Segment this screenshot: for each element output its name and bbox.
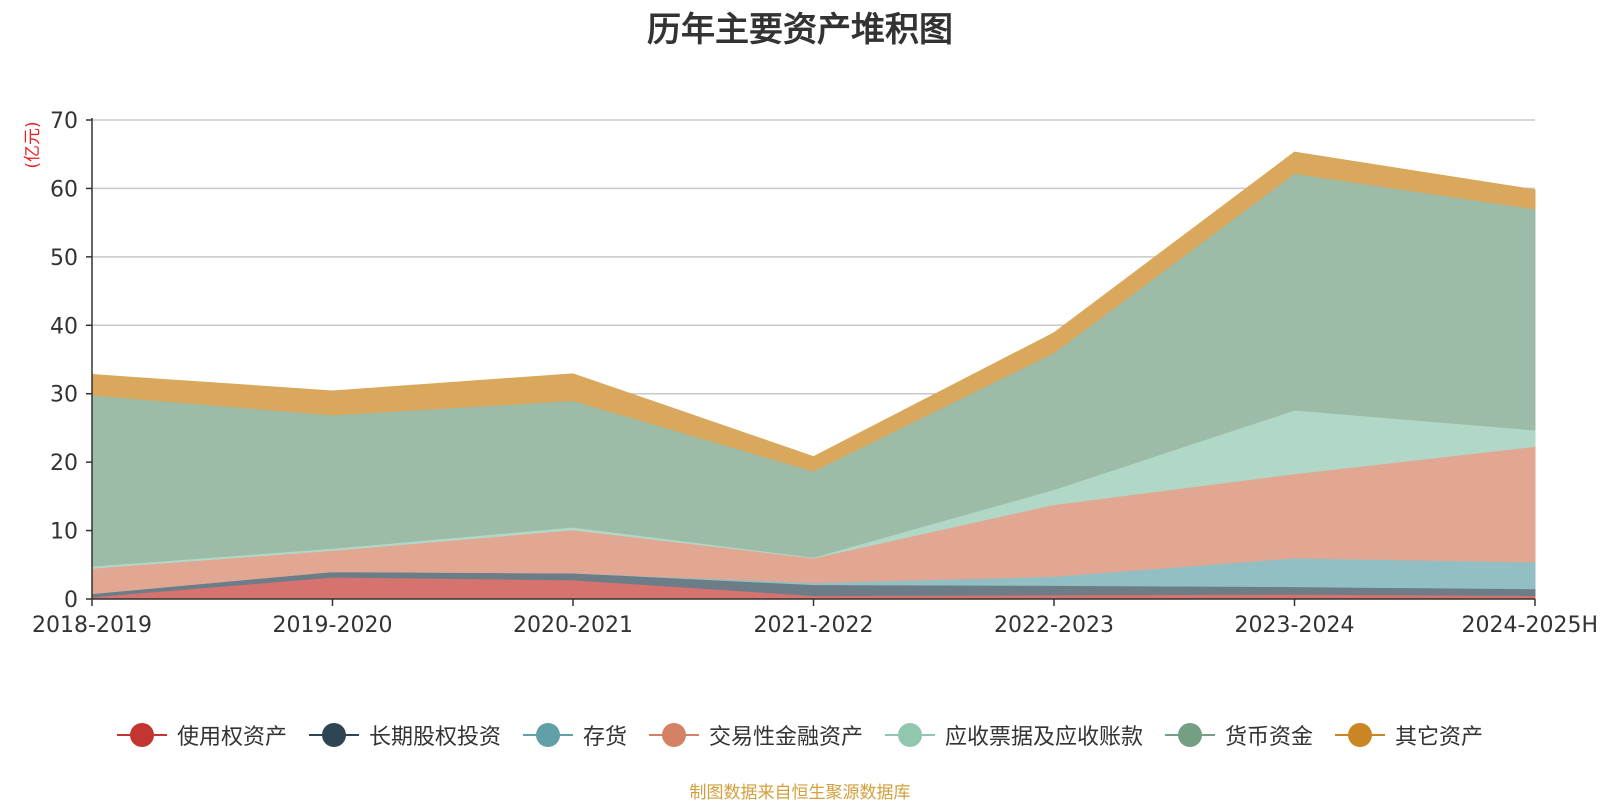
legend-item-6[interactable]: 其它资产 [1335, 719, 1483, 751]
x-tick-label: 2020-2021 [513, 613, 633, 638]
legend-marker-icon [522, 723, 573, 747]
legend-item-5[interactable]: 货币资金 [1165, 719, 1313, 751]
legend-marker-icon [308, 723, 359, 747]
x-tick-label: 2018-2019 [32, 613, 152, 638]
y-tick-label: 40 [50, 314, 78, 339]
legend-marker-icon [1335, 723, 1386, 747]
y-tick-label: 60 [50, 177, 78, 202]
legend-label: 其它资产 [1395, 725, 1484, 750]
legend-marker-icon [885, 723, 935, 747]
legend-label: 货币资金 [1225, 725, 1314, 750]
axes: 0 10 20 30 40 50 60 70 2018-2019 2019-2020 2020-20… [32, 109, 1598, 638]
y-tick-label: 30 [50, 383, 78, 408]
legend-label: 长期股权投资 [368, 725, 501, 750]
stacked-areas [91, 151, 1536, 600]
x-tick-label: 2019-2020 [273, 613, 393, 638]
y-tick-label: 70 [50, 109, 78, 134]
area-series-6 [91, 151, 1536, 472]
y-tick-label: 20 [50, 451, 78, 476]
y-tick-label: 50 [50, 246, 78, 271]
legend-label: 应收票据及应收账款 [945, 725, 1144, 750]
x-tick-label: 2024-2025H [1462, 613, 1598, 638]
legend-item-1[interactable]: 长期股权投资 [308, 719, 501, 751]
legend-label: 使用权资产 [176, 725, 287, 750]
y-axis-unit-label: (亿元) [23, 121, 43, 168]
legend-marker-icon [648, 723, 699, 747]
legend: 使用权资产 长期股权投资 存货 交易性金融资产 应收票据及应收账款 货币资金 其它资产 [0, 718, 1600, 752]
y-tick-label: 0 [64, 588, 78, 613]
source-note: 制图数据来自恒生聚源数据库 [689, 783, 911, 803]
x-tick-label: 2021-2022 [754, 613, 874, 638]
legend-label: 交易性金融资产 [708, 725, 863, 750]
legend-item-0[interactable]: 使用权资产 [116, 719, 287, 751]
legend-item-2[interactable]: 存货 [522, 719, 627, 751]
legend-marker-icon [1165, 723, 1216, 747]
x-tick-label: 2023-2024 [1235, 613, 1355, 638]
y-tick-label: 10 [50, 520, 78, 545]
legend-item-3[interactable]: 交易性金融资产 [648, 719, 863, 751]
legend-item-4[interactable]: 应收票据及应收账款 [885, 719, 1143, 751]
legend-label: 存货 [582, 725, 627, 750]
chart-title: 历年主要资产堆积图 [647, 10, 953, 50]
legend-marker-icon [116, 723, 167, 747]
x-tick-label: 2022-2023 [994, 613, 1114, 638]
